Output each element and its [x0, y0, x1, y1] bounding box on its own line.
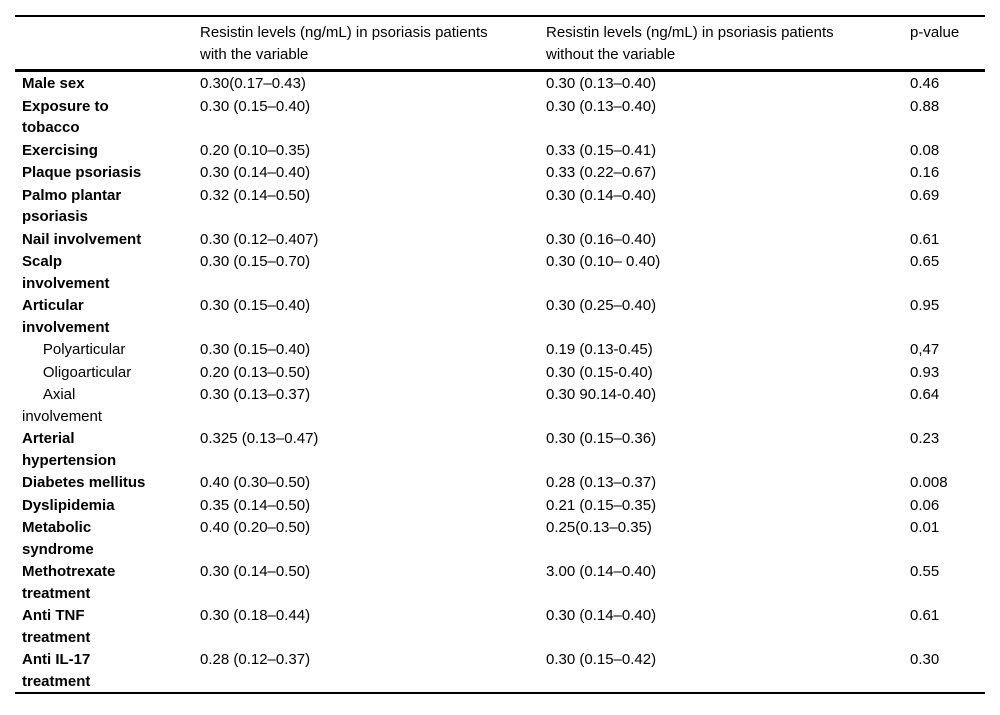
with-variable-value: 0.20 (0.13–0.50)	[200, 363, 311, 381]
table-header: Resistin levels (ng/mL) in psoriasis pat…	[15, 16, 985, 72]
without-variable-value: 0.30 90.14-0.40)	[546, 386, 657, 403]
with-variable-value: 0.30 (0.18–0.44)	[200, 607, 311, 624]
variable-label: Scalp involvement	[22, 253, 110, 292]
p-value: 0.55	[910, 563, 940, 580]
with-variable-value: 0.30 (0.15–0.70)	[200, 253, 311, 270]
table-row: Dyslipidemia 0.35 (0.14–0.50) 0.21 (0.15…	[15, 494, 985, 517]
table-row: Male sex 0.30(0.17–0.43) 0.30 (0.13–0.40…	[15, 71, 985, 95]
variable-label: Exercising	[22, 141, 98, 159]
p-value: 0.46	[910, 75, 940, 92]
p-value: 0.06	[910, 496, 940, 514]
column-header-p-value: p-value	[910, 16, 985, 72]
variable-label: Anti TNF treatment	[22, 607, 91, 646]
table-row: Exposure to tobacco 0.30 (0.15–0.40) 0.3…	[15, 95, 985, 139]
variable-label: Anti IL-17 treatment	[22, 651, 91, 690]
with-variable-value: 0.28 (0.12–0.37)	[200, 651, 311, 668]
variable-label: Arterial hypertension	[22, 430, 117, 469]
variable-label: Methotrexate treatment	[22, 563, 116, 602]
with-variable-value: 0.325 (0.13–0.47)	[200, 430, 319, 447]
with-variable-value: 0.32 (0.14–0.50)	[200, 186, 311, 204]
with-variable-value: 0.20 (0.10–0.35)	[200, 141, 311, 159]
p-value: 0.30	[910, 651, 940, 668]
without-variable-value: 0.30 (0.15–0.36)	[546, 430, 657, 447]
p-value: 0,47	[910, 341, 940, 358]
without-variable-value: 0.30 (0.15-0.40)	[546, 363, 653, 381]
resistin-levels-table: Resistin levels (ng/mL) in psoriasis pat…	[15, 15, 985, 694]
column-header-without-variable: Resistin levels (ng/mL) in psoriasis pat…	[546, 16, 910, 72]
table-row: Anti TNF treatment 0.30 (0.18–0.44) 0.30…	[15, 604, 985, 648]
variable-label: Polyarticular	[22, 341, 126, 358]
table-body: Male sex 0.30(0.17–0.43) 0.30 (0.13–0.40…	[15, 71, 985, 694]
p-value: 0.08	[910, 141, 940, 159]
with-variable-value: 0.35 (0.14–0.50)	[200, 496, 311, 514]
with-variable-value: 0.30 (0.12–0.407)	[200, 230, 319, 248]
without-variable-value: 0.28 (0.13–0.37)	[546, 474, 657, 491]
table-row: Metabolic syndrome 0.40 (0.20–0.50) 0.25…	[15, 516, 985, 560]
variable-label: Exposure to tobacco	[22, 97, 109, 137]
table-subrow: Oligoarticular 0.20 (0.13–0.50) 0.30 (0.…	[15, 361, 985, 384]
variable-label: Articular involvement	[22, 297, 110, 336]
p-value: 0.61	[910, 607, 940, 624]
table-row: Methotrexate treatment 0.30 (0.14–0.50) …	[15, 560, 985, 604]
table-subrow: Axial involvement 0.30 (0.13–0.37) 0.30 …	[15, 383, 985, 427]
column-header-with-variable: Resistin levels (ng/mL) in psoriasis pat…	[200, 16, 546, 72]
p-value: 0.61	[910, 230, 940, 248]
header-row: Resistin levels (ng/mL) in psoriasis pat…	[15, 16, 985, 72]
without-variable-value: 0.25(0.13–0.35)	[546, 519, 652, 536]
p-value: 0.01	[910, 519, 940, 536]
without-variable-value: 0.30 (0.14–0.40)	[546, 186, 657, 204]
with-variable-value: 0.40 (0.20–0.50)	[200, 519, 311, 536]
variable-label: Dyslipidemia	[22, 496, 115, 514]
with-variable-value: 0.30 (0.15–0.40)	[200, 297, 311, 314]
with-variable-value: 0.30 (0.14–0.50)	[200, 563, 311, 580]
without-variable-value: 0.33 (0.22–0.67)	[546, 164, 657, 181]
table-row: Exercising 0.20 (0.10–0.35) 0.33 (0.15–0…	[15, 139, 985, 162]
p-value: 0.95	[910, 297, 940, 314]
table-row: Diabetes mellitus 0.40 (0.30–0.50) 0.28 …	[15, 471, 985, 494]
column-header-variable	[15, 16, 200, 72]
p-value: 0.93	[910, 363, 940, 381]
table-row: Arterial hypertension 0.325 (0.13–0.47) …	[15, 427, 985, 471]
table-row: Scalp involvement 0.30 (0.15–0.70) 0.30 …	[15, 250, 985, 294]
without-variable-value: 0.30 (0.13–0.40)	[546, 97, 657, 115]
without-variable-value: 0.19 (0.13-0.45)	[546, 341, 653, 358]
variable-label: Plaque psoriasis	[22, 164, 142, 181]
with-variable-value: 0.30 (0.15–0.40)	[200, 341, 311, 358]
p-value: 0.64	[910, 386, 940, 403]
with-variable-value: 0.30(0.17–0.43)	[200, 75, 306, 92]
variable-label: Oligoarticular	[22, 363, 132, 381]
with-variable-value: 0.40 (0.30–0.50)	[200, 474, 311, 491]
without-variable-value: 0.30 (0.14–0.40)	[546, 607, 657, 624]
variable-label: Diabetes mellitus	[22, 474, 146, 491]
variable-label: Metabolic syndrome	[22, 519, 94, 558]
without-variable-value: 0.30 (0.10– 0.40)	[546, 253, 661, 270]
variable-label: Palmo plantar psoriasis	[22, 186, 122, 226]
table-subrow: Polyarticular 0.30 (0.15–0.40) 0.19 (0.1…	[15, 338, 985, 361]
variable-label: Nail involvement	[22, 230, 142, 248]
p-value: 0.16	[910, 164, 940, 181]
table-row: Palmo plantar psoriasis 0.32 (0.14–0.50)…	[15, 184, 985, 228]
table-row: Articular involvement 0.30 (0.15–0.40) 0…	[15, 294, 985, 338]
p-value: 0.88	[910, 97, 940, 115]
variable-label: Axial involvement	[22, 386, 103, 425]
p-value: 0.008	[910, 474, 948, 491]
without-variable-value: 0.30 (0.25–0.40)	[546, 297, 657, 314]
table-row: Anti IL-17 treatment 0.28 (0.12–0.37) 0.…	[15, 648, 985, 693]
variable-label: Male sex	[22, 75, 85, 92]
without-variable-value: 0.30 (0.16–0.40)	[546, 230, 657, 248]
without-variable-value: 0.21 (0.15–0.35)	[546, 496, 657, 514]
without-variable-value: 3.00 (0.14–0.40)	[546, 563, 657, 580]
p-value: 0.23	[910, 430, 940, 447]
p-value: 0.65	[910, 253, 940, 270]
with-variable-value: 0.30 (0.15–0.40)	[200, 97, 311, 115]
without-variable-value: 0.33 (0.15–0.41)	[546, 141, 657, 159]
p-value: 0.69	[910, 186, 940, 204]
with-variable-value: 0.30 (0.13–0.37)	[200, 386, 311, 403]
table-row: Plaque psoriasis 0.30 (0.14–0.40) 0.33 (…	[15, 161, 985, 184]
without-variable-value: 0.30 (0.13–0.40)	[546, 75, 657, 92]
without-variable-value: 0.30 (0.15–0.42)	[546, 651, 657, 668]
table-row: Nail involvement 0.30 (0.12–0.407) 0.30 …	[15, 228, 985, 251]
with-variable-value: 0.30 (0.14–0.40)	[200, 164, 311, 181]
